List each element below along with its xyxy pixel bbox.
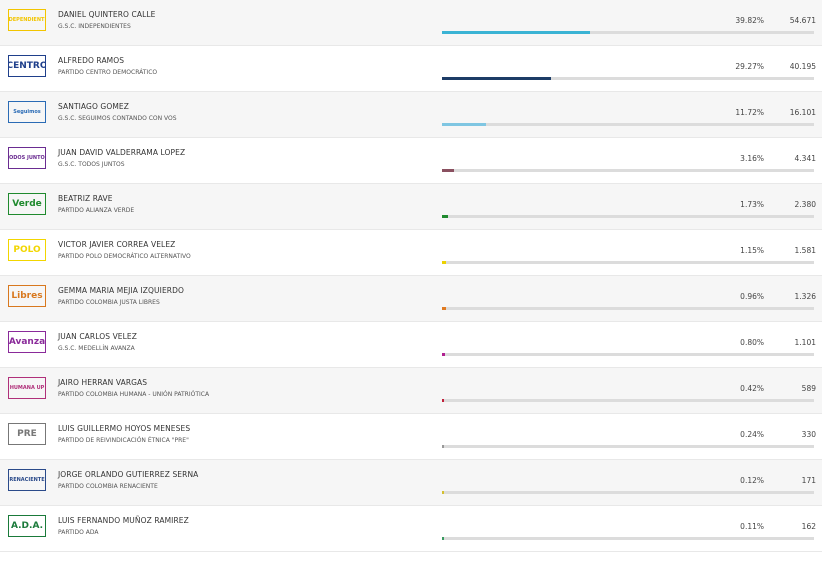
percent-label: 3.16%	[740, 154, 764, 163]
bar-track	[442, 169, 814, 172]
party-name: G.S.C. INDEPENDIENTES	[58, 23, 131, 30]
percent-bar	[442, 307, 446, 310]
percent-label: 39.82%	[735, 16, 764, 25]
candidate-row: POLO VICTOR JAVIER CORREA VELEZ PARTIDO PO…	[0, 230, 822, 276]
party-name: PARTIDO DE REIVINDICACIÓN ÉTNICA "PRE"	[58, 437, 189, 444]
candidate-name: JAIRO HERRAN VARGAS	[58, 378, 148, 387]
percent-label: 11.72%	[735, 108, 764, 117]
party-name: G.S.C. MEDELLÍN AVANZA	[58, 345, 135, 352]
bar-track	[442, 445, 814, 448]
party-logo: INDEPENDIENTES	[8, 9, 46, 31]
candidate-name: JUAN DAVID VALDERRAMA LOPEZ	[58, 148, 186, 157]
candidate-row: PRE LUIS GUILLERMO HOYOS MENESES PARTIDO D…	[0, 414, 822, 460]
bar-track	[442, 77, 814, 80]
bar-track	[442, 307, 814, 310]
vote-count: 330	[801, 430, 816, 439]
bar-track	[442, 399, 814, 402]
party-logo: CENTRO	[8, 55, 46, 77]
vote-count: 16.101	[789, 108, 816, 117]
party-name: G.S.C. TODOS JUNTOS	[58, 161, 125, 168]
candidate-row: Avanza JUAN CARLOS VELEZ G.S.C. MEDELLÍN A…	[0, 322, 822, 368]
party-name: PARTIDO COLOMBIA HUMANA - UNIÓN PATRIÓTI…	[58, 391, 210, 398]
percent-bar	[442, 169, 454, 172]
percent-bar	[442, 491, 444, 494]
percent-bar	[442, 353, 445, 356]
vote-count: 54.671	[789, 16, 816, 25]
candidate-name: LUIS FERNANDO MUÑOZ RAMIREZ	[58, 516, 189, 525]
party-logo: Avanza	[8, 331, 46, 353]
party-logo: Verde	[8, 193, 46, 215]
percent-bar	[442, 537, 444, 540]
bar-track	[442, 31, 814, 34]
party-name: G.S.C. SEGUIMOS CONTANDO CON VOS	[58, 115, 177, 122]
bar-track	[442, 215, 814, 218]
candidate-name: SANTIAGO GOMEZ	[58, 102, 129, 111]
bar-track	[442, 123, 814, 126]
vote-count: 1.101	[794, 338, 816, 347]
percent-label: 0.24%	[740, 430, 764, 439]
party-logo: Libres	[8, 285, 46, 307]
party-logo: HUMANA UP	[8, 377, 46, 399]
vote-count: 40.195	[789, 62, 816, 71]
party-name: PARTIDO POLO DEMOCRÁTICO ALTERNATIVO	[58, 253, 191, 260]
vote-count: 1.326	[794, 292, 816, 301]
percent-bar	[442, 77, 551, 80]
party-logo: RENACIENTE	[8, 469, 46, 491]
bar-track	[442, 491, 814, 494]
party-name: PARTIDO COLOMBIA JUSTA LIBRES	[58, 299, 160, 306]
party-name: PARTIDO COLOMBIA RENACIENTE	[58, 483, 158, 490]
party-logo: POLO	[8, 239, 46, 261]
candidate-name: JORGE ORLANDO GUTIERREZ SERNA	[58, 470, 199, 479]
party-logo: PRE	[8, 423, 46, 445]
percent-bar	[442, 215, 449, 218]
bar-track	[442, 537, 814, 540]
percent-label: 29.27%	[735, 62, 764, 71]
party-logo: TODOS JUNTOS	[8, 147, 46, 169]
percent-bar	[442, 399, 444, 402]
vote-count: 1.581	[794, 246, 816, 255]
candidate-row: HUMANA UP JAIRO HERRAN VARGAS PARTIDO COLO…	[0, 368, 822, 414]
percent-label: 0.42%	[740, 384, 764, 393]
percent-bar	[442, 261, 447, 264]
percent-label: 0.12%	[740, 476, 764, 485]
party-logo: Seguimos	[8, 101, 46, 123]
vote-count: 171	[801, 476, 816, 485]
candidate-row: CENTRO ALFREDO RAMOS PARTIDO CENTRO DEMOCR…	[0, 46, 822, 92]
candidate-name: DANIEL QUINTERO CALLE	[58, 10, 156, 19]
percent-label: 1.73%	[740, 200, 764, 209]
percent-bar	[442, 445, 444, 448]
candidate-name: LUIS GUILLERMO HOYOS MENESES	[58, 424, 191, 433]
candidate-name: GEMMA MARIA MEJIA IZQUIERDO	[58, 286, 184, 295]
percent-label: 1.15%	[740, 246, 764, 255]
party-name: PARTIDO ADA	[58, 529, 99, 536]
vote-count: 162	[801, 522, 816, 531]
candidate-row: A.D.A. LUIS FERNANDO MUÑOZ RAMIREZ PARTIDO…	[0, 506, 822, 552]
percent-bar	[442, 31, 591, 34]
candidate-row: TODOS JUNTOS JUAN DAVID VALDERRAMA LOPEZ G…	[0, 138, 822, 184]
vote-count: 2.380	[794, 200, 816, 209]
candidate-row: Libres GEMMA MARIA MEJIA IZQUIERDO PARTIDO…	[0, 276, 822, 322]
candidate-name: VICTOR JAVIER CORREA VELEZ	[58, 240, 176, 249]
candidate-row: RENACIENTE JORGE ORLANDO GUTIERREZ SERNA P…	[0, 460, 822, 506]
candidate-name: BEATRIZ RAVE	[58, 194, 113, 203]
candidate-row: Verde BEATRIZ RAVE PARTIDO ALIANZA VERDE 1.…	[0, 184, 822, 230]
bar-track	[442, 261, 814, 264]
candidate-name: ALFREDO RAMOS	[58, 56, 125, 65]
party-logo: A.D.A.	[8, 515, 46, 537]
party-name: PARTIDO CENTRO DEMOCRÁTICO	[58, 69, 158, 76]
results-list: INDEPENDIENTES DANIEL QUINTERO CALLE G.S.C…	[0, 0, 822, 552]
percent-label: 0.11%	[740, 522, 764, 531]
candidate-row: INDEPENDIENTES DANIEL QUINTERO CALLE G.S.C…	[0, 0, 822, 46]
candidate-row: Seguimos SANTIAGO GOMEZ G.S.C. SEGUIMOS CO…	[0, 92, 822, 138]
party-name: PARTIDO ALIANZA VERDE	[58, 207, 135, 214]
percent-label: 0.96%	[740, 292, 764, 301]
vote-count: 4.341	[794, 154, 816, 163]
vote-count: 589	[801, 384, 816, 393]
bar-track	[442, 353, 814, 356]
percent-bar	[442, 123, 486, 126]
candidate-name: JUAN CARLOS VELEZ	[58, 332, 137, 341]
percent-label: 0.80%	[740, 338, 764, 347]
